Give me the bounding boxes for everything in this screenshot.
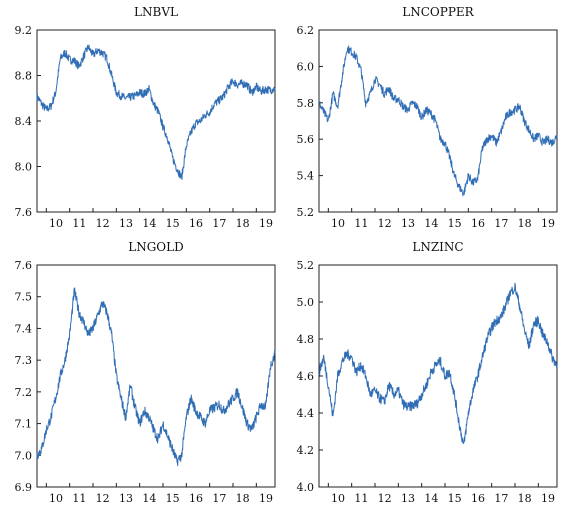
x-tick-label: 13: [401, 492, 415, 505]
x-tick-label: 15: [448, 492, 462, 505]
x-tick-label: 17: [494, 492, 508, 505]
y-tick-label: 8.8: [15, 70, 33, 83]
plot-frame: [318, 29, 558, 213]
x-tick-label: 14: [142, 492, 156, 505]
x-tick-label: 12: [96, 217, 110, 230]
series-line: [36, 44, 276, 181]
x-tick-label: 17: [494, 217, 508, 230]
y-tick-label: 4.2: [297, 444, 315, 457]
chart-title: LNCOPPER: [402, 5, 474, 19]
chart-title: LNZINC: [412, 240, 463, 254]
y-tick-label: 4.8: [297, 333, 315, 346]
x-tick-label: 16: [189, 217, 203, 230]
y-tick-label: 6.2: [297, 24, 315, 37]
x-tick-label: 13: [119, 217, 133, 230]
x-tick-label: 10: [331, 492, 345, 505]
y-tick-label: 7.4: [15, 322, 33, 335]
y-tick-label: 7.6: [15, 206, 33, 219]
x-tick-label: 18: [236, 217, 250, 230]
x-tick-label: 10: [331, 217, 345, 230]
plot-frame: [36, 264, 276, 488]
x-tick-label: 15: [166, 217, 180, 230]
y-tick-label: 5.6: [297, 133, 315, 146]
x-tick-label: 19: [259, 217, 273, 230]
x-tick-label: 12: [378, 217, 392, 230]
y-tick-label: 5.2: [297, 206, 315, 219]
y-tick-label: 6.9: [15, 481, 33, 494]
x-tick-label: 12: [378, 492, 392, 505]
chart-title: LNBVL: [134, 5, 178, 19]
series-line: [318, 282, 558, 444]
x-tick-label: 18: [518, 217, 532, 230]
x-tick-label: 14: [424, 217, 438, 230]
plot-frame: [318, 264, 558, 488]
y-tick-label: 7.6: [15, 259, 33, 272]
x-tick-label: 19: [259, 492, 273, 505]
x-tick-label: 14: [424, 492, 438, 505]
x-tick-label: 11: [354, 492, 368, 505]
chart-title: LNGOLD: [128, 240, 183, 254]
y-tick-label: 5.4: [297, 170, 315, 183]
y-tick-label: 8.0: [15, 161, 33, 174]
x-tick-label: 14: [142, 217, 156, 230]
y-tick-label: 4.0: [297, 481, 315, 494]
x-tick-label: 18: [236, 492, 250, 505]
x-tick-label: 11: [72, 492, 86, 505]
x-tick-label: 11: [354, 217, 368, 230]
chart-panel: LNGOLD 6.9 7.0 7.1 7.2 7.3 7.4 7.5 7.6 10 11 12 13 14…: [15, 240, 276, 505]
x-tick-label: 13: [119, 492, 133, 505]
x-tick-label: 12: [96, 492, 110, 505]
x-tick-label: 10: [49, 492, 63, 505]
x-tick-label: 16: [471, 217, 485, 230]
y-tick-label: 4.6: [297, 370, 315, 383]
y-tick-label: 5.8: [297, 97, 315, 110]
x-tick-label: 15: [448, 217, 462, 230]
plot-frame: [36, 29, 276, 213]
chart-panel: LNBVL 7.6 8.0 8.4 8.8 9.2 10 11 12 13 14 15 16 17 18 19: [15, 5, 276, 230]
x-tick-label: 16: [189, 492, 203, 505]
x-tick-label: 10: [49, 217, 63, 230]
x-tick-label: 15: [166, 492, 180, 505]
y-tick-label: 9.2: [15, 24, 33, 37]
y-tick-label: 7.0: [15, 449, 33, 462]
x-tick-label: 11: [72, 217, 86, 230]
x-tick-label: 13: [401, 217, 415, 230]
chart-panel: LNCOPPER 5.2 5.4 5.6 5.8 6.0 6.2 10 11 12 13 14 15 16…: [297, 5, 558, 230]
y-tick-label: 5.0: [297, 296, 315, 309]
y-tick-label: 5.2: [297, 259, 315, 272]
x-tick-label: 17: [212, 217, 226, 230]
y-tick-label: 7.1: [15, 418, 33, 431]
chart-panel: LNZINC 4.0 4.2 4.4 4.6 4.8 5.0 5.2 10 11 12 13 14 15 1…: [297, 240, 558, 505]
y-tick-label: 6.0: [297, 60, 315, 73]
y-tick-label: 8.4: [15, 115, 33, 128]
x-tick-label: 19: [541, 492, 555, 505]
y-tick-label: 7.3: [15, 354, 33, 367]
y-tick-label: 7.5: [15, 291, 33, 304]
x-tick-label: 16: [471, 492, 485, 505]
x-tick-label: 18: [518, 492, 532, 505]
y-tick-label: 4.4: [297, 407, 315, 420]
series-line: [36, 287, 276, 467]
x-tick-label: 17: [212, 492, 226, 505]
y-tick-label: 7.2: [15, 386, 33, 399]
x-tick-label: 19: [541, 217, 555, 230]
series-line: [318, 45, 558, 197]
